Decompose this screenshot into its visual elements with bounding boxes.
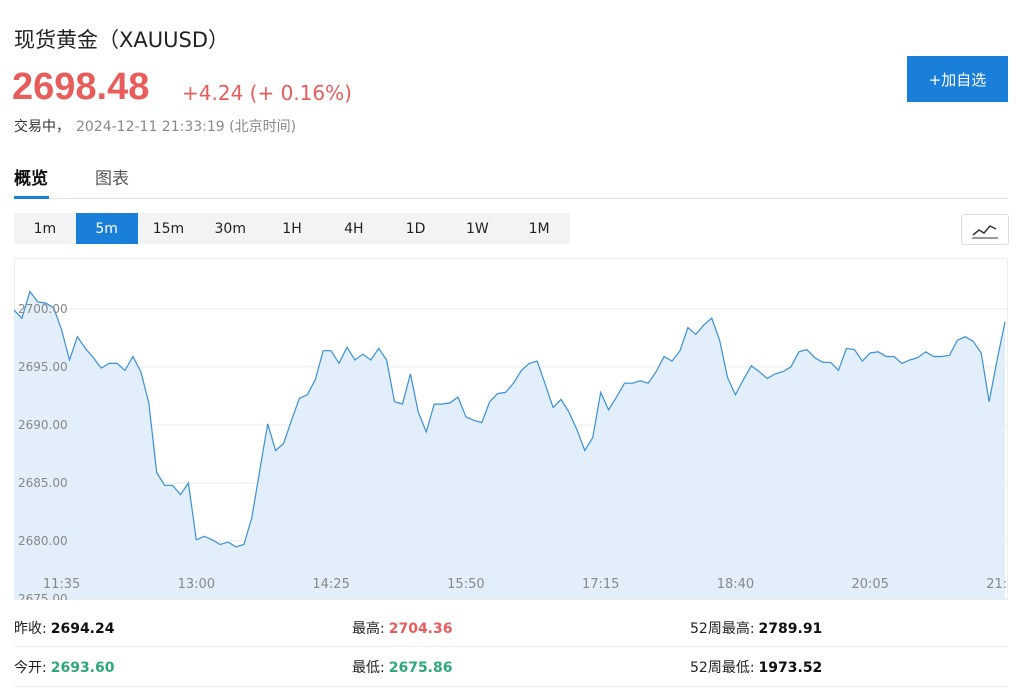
row-divider	[14, 686, 1008, 687]
tab[interactable]: 图表	[95, 169, 129, 189]
stat-value: 2789.91	[758, 621, 823, 637]
x-tick-label: 20:05	[851, 577, 888, 592]
y-tick-label: 2685.00	[18, 476, 68, 490]
x-tick-label: 13:00	[178, 577, 215, 592]
tab[interactable]: 概览	[14, 169, 48, 189]
y-tick-label: 2690.00	[18, 418, 68, 432]
chart: 2675.00 2680.00 2685.00 2690.00 2695.00 2700.…	[14, 258, 1008, 600]
status: 交易中，	[14, 119, 70, 135]
interval-button[interactable]: 1D	[405, 220, 426, 237]
change-pct: (+ 0.16%)	[249, 81, 352, 105]
stat-value: 2675.86	[388, 660, 453, 676]
interval-button[interactable]: 15m	[152, 220, 185, 237]
interval-bar: 1m 5m 15m 30m 1H 4H 1D 1W 1M	[14, 213, 570, 244]
stat: 52周最低: 1973.52	[690, 657, 822, 677]
x-tick-label: 18:40	[717, 577, 754, 592]
stat-label: 52周最低:	[690, 660, 755, 676]
x-tick-label: 11:35	[43, 577, 80, 592]
y-tick-label: 2680.00	[18, 534, 68, 548]
stat-value: 2704.36	[388, 621, 453, 637]
time: 2024-12-11 21:33:19 (北京时间)	[76, 119, 297, 135]
y-tick-label: 2695.00	[18, 360, 68, 374]
stat: 最高: 2704.36	[352, 618, 452, 638]
watch-button[interactable]: +加自选	[907, 56, 1008, 102]
stat: 昨收: 2694.24	[14, 618, 114, 638]
change: +4.24 (+ 0.16%)	[182, 81, 352, 105]
change-value: +4.24	[182, 81, 244, 105]
x-tick-label: 14:25	[312, 577, 349, 592]
interval-button[interactable]: 1W	[465, 220, 489, 237]
stat-label: 今开:	[14, 660, 47, 676]
stat-label: 昨收:	[14, 621, 47, 637]
area-fill	[14, 291, 1005, 599]
stat-value: 2694.24	[50, 621, 115, 637]
y-tick-label: 2675.00	[18, 592, 68, 600]
price-line	[14, 290, 1006, 548]
chart-style-button[interactable]	[961, 214, 1009, 245]
stat-value: 1973.52	[758, 660, 823, 676]
price: 2698.48	[12, 66, 150, 108]
x-tick-label: 15:50	[447, 577, 484, 592]
interval-button[interactable]: 1m	[33, 220, 57, 237]
y-tick-label: 2700.00	[18, 302, 68, 316]
stat-value: 2693.60	[50, 660, 115, 676]
stat-label: 最低:	[352, 660, 385, 676]
stat-label: 52周最高:	[690, 621, 755, 637]
title: 现货黄金（XAUUSD）	[14, 28, 229, 52]
stat: 今开: 2693.60	[14, 657, 114, 677]
stat: 最低: 2675.86	[352, 657, 452, 677]
interval-button[interactable]: 1M	[528, 220, 550, 237]
interval-button[interactable]: 5m	[75, 213, 138, 244]
stat: 52周最高: 2789.91	[690, 618, 822, 638]
stat-label: 最高:	[352, 621, 385, 637]
icon	[972, 225, 998, 239]
interval-button[interactable]: 30m	[214, 220, 246, 237]
tab-divider	[14, 198, 1008, 199]
interval-button[interactable]: 1H	[282, 220, 302, 237]
x-tick-label: 17:15	[582, 577, 619, 592]
x-tick-label: 21:35	[986, 577, 1008, 592]
interval-button[interactable]: 4H	[344, 220, 364, 237]
row-divider	[14, 646, 1008, 647]
tab-indicator	[14, 196, 49, 199]
